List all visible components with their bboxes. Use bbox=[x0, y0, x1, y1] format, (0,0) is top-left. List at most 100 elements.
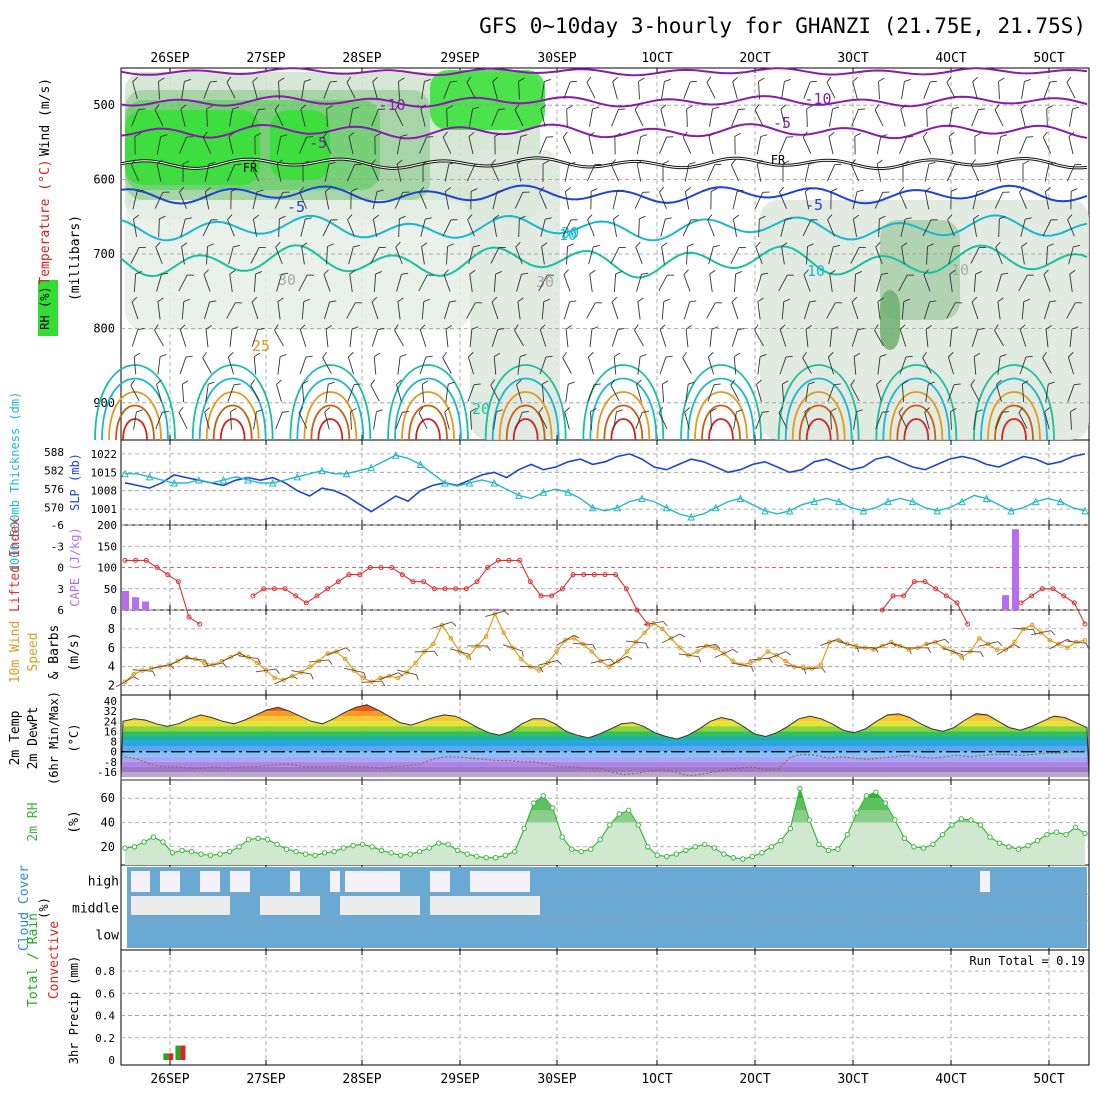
wind-barb-staff bbox=[447, 109, 448, 127]
rh-shading bbox=[880, 290, 900, 350]
rh-marker bbox=[950, 823, 954, 827]
cloud-gap-high bbox=[980, 871, 990, 892]
contour-label: -5 bbox=[287, 198, 305, 216]
rh-marker bbox=[360, 842, 364, 846]
temp-band bbox=[121, 742, 1089, 747]
rh-marker bbox=[465, 852, 469, 856]
precip-total-bar bbox=[163, 1053, 168, 1060]
slp-tick-label: 1015 bbox=[91, 466, 118, 479]
rh-marker bbox=[246, 837, 250, 841]
top-date-label: 27SEP bbox=[246, 51, 285, 66]
lifted-tick-label: 3 bbox=[57, 583, 64, 596]
temp-band bbox=[121, 737, 1089, 742]
rh-marker bbox=[712, 846, 716, 850]
rh-marker bbox=[256, 836, 260, 840]
rh-marker bbox=[237, 845, 241, 849]
cloud-gap-high bbox=[430, 871, 450, 892]
slp-axis-label: SLP (mb) bbox=[68, 453, 82, 511]
cloud-gap-middle bbox=[131, 896, 230, 915]
top-date-label: 5OCT bbox=[1033, 51, 1064, 66]
rh-marker bbox=[703, 842, 707, 846]
rh-marker bbox=[436, 841, 440, 845]
pressure-tick-label: 900 bbox=[93, 396, 115, 410]
temperature-axis-label: Temperature (°C) bbox=[38, 159, 53, 284]
cape-bar bbox=[492, 609, 499, 610]
rh-marker bbox=[617, 812, 621, 816]
bottom-date-label: 30SEP bbox=[537, 1072, 576, 1087]
rh-marker bbox=[341, 846, 345, 850]
rh-marker bbox=[570, 847, 574, 851]
rh-marker bbox=[741, 857, 745, 861]
pressure-tick-label: 600 bbox=[93, 173, 115, 187]
rh-marker bbox=[855, 811, 859, 815]
rh-marker bbox=[370, 845, 374, 849]
rh-marker bbox=[474, 854, 478, 858]
rh-marker bbox=[807, 818, 811, 822]
cape-tick-label: 200 bbox=[97, 519, 117, 532]
rh-marker bbox=[379, 848, 383, 852]
rh-marker bbox=[988, 835, 992, 839]
rh-marker bbox=[503, 853, 507, 857]
rh-marker bbox=[817, 842, 821, 846]
precip-axis-label-2: Convective bbox=[47, 921, 62, 999]
contour-label: -5 bbox=[773, 114, 791, 132]
wind-barb-staff bbox=[159, 219, 160, 237]
rh-marker bbox=[161, 840, 165, 844]
rh-marker bbox=[532, 801, 536, 805]
temp-axis-label-2: 2m DewPt bbox=[26, 707, 41, 770]
precip-tick-label: 0.4 bbox=[95, 1010, 115, 1023]
precip-axis-label-3: 3hr Precip (mm) bbox=[67, 956, 81, 1064]
top-date-label: 3OCT bbox=[837, 51, 868, 66]
cloud-row-label: middle bbox=[72, 902, 119, 917]
rh-marker bbox=[731, 856, 735, 860]
wind-barb-staff bbox=[279, 219, 280, 237]
rh-marker bbox=[1007, 845, 1011, 849]
thickness-tick-label: 576 bbox=[44, 483, 64, 496]
rh-marker bbox=[303, 852, 307, 856]
rh-marker bbox=[589, 847, 593, 851]
wind-tick-label: 4 bbox=[108, 660, 115, 674]
rh-marker bbox=[1045, 832, 1049, 836]
temp-band bbox=[121, 731, 1089, 736]
top-date-label: 29SEP bbox=[440, 51, 479, 66]
rh-marker bbox=[1054, 830, 1058, 834]
rh-marker bbox=[541, 794, 545, 798]
top-date-label: 26SEP bbox=[150, 51, 189, 66]
rh-marker bbox=[322, 851, 326, 855]
rh-marker bbox=[408, 852, 412, 856]
cloud-gap-middle bbox=[430, 896, 540, 915]
wind-barb-staff bbox=[1047, 109, 1048, 127]
bottom-date-label: 3OCT bbox=[837, 1072, 868, 1087]
cloud-gap-high bbox=[230, 871, 250, 892]
top-date-label: 30SEP bbox=[537, 51, 576, 66]
rh-marker bbox=[722, 852, 726, 856]
bottom-date-label: 2OCT bbox=[739, 1072, 770, 1087]
rh-marker bbox=[389, 851, 393, 855]
bottom-date-label: 29SEP bbox=[440, 1072, 479, 1087]
wind-barb-staff bbox=[807, 109, 808, 127]
rh-marker bbox=[275, 842, 279, 846]
lifted-index-axis-label: Lifted Index bbox=[8, 518, 23, 612]
cape-axis-label: CAPE (J/kg) bbox=[68, 527, 82, 606]
rh-marker bbox=[1035, 839, 1039, 843]
rh-marker bbox=[921, 846, 925, 850]
contour-label: 10 bbox=[807, 262, 825, 280]
rh-marker bbox=[427, 846, 431, 850]
wind-axis-label: Wind (m/s) bbox=[38, 78, 53, 156]
cape-tick-label: 50 bbox=[104, 583, 117, 596]
rh-marker bbox=[674, 852, 678, 856]
rh-tick-label: 60 bbox=[101, 791, 115, 805]
rh-marker bbox=[997, 841, 1001, 845]
bottom-date-label: 1OCT bbox=[641, 1072, 672, 1087]
contour-label: FR bbox=[243, 161, 258, 175]
wind-axis-label-2: Speed bbox=[26, 632, 41, 671]
contour-label: -10 bbox=[804, 90, 831, 108]
rh-marker bbox=[769, 845, 773, 849]
cloud-row-label: high bbox=[88, 875, 119, 890]
temp-band bbox=[121, 747, 1089, 752]
wind-axis-label-3: & Barbs bbox=[47, 625, 62, 680]
lifted-tick-label: 6 bbox=[57, 604, 64, 617]
pressure-tick-label: 800 bbox=[93, 321, 115, 335]
